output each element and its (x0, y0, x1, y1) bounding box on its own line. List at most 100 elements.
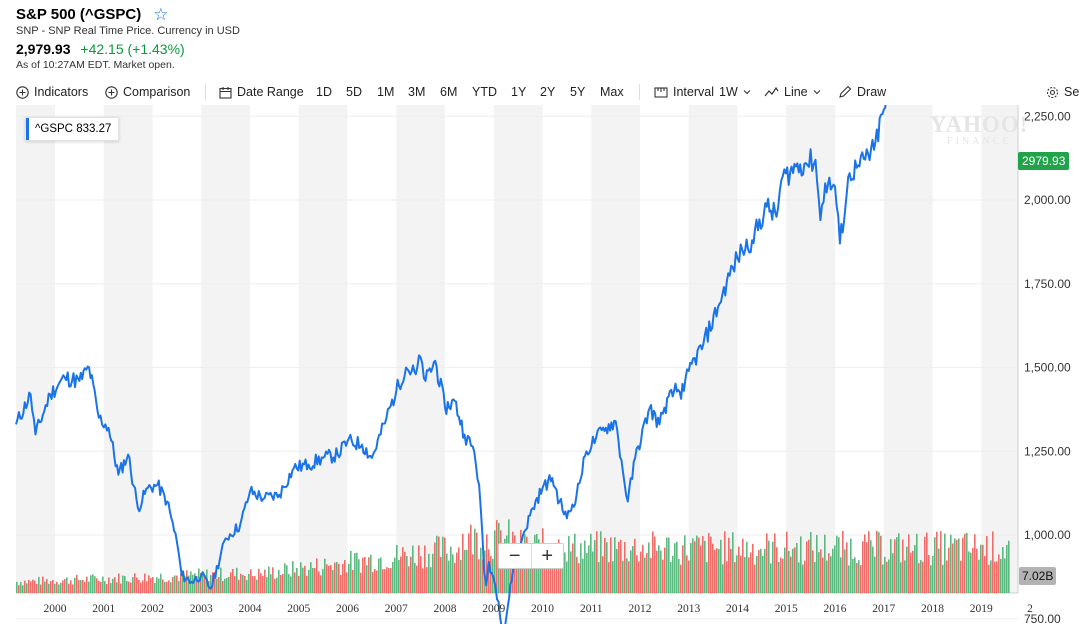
volume-bar (366, 565, 368, 593)
comparison-button[interactable]: Comparison (105, 81, 190, 103)
quote-source: SNP - SNP Real Time Price. Currency in U… (16, 25, 240, 37)
volume-bar (482, 559, 484, 593)
volume-bar (934, 537, 936, 593)
volume-bar (750, 552, 752, 593)
range-2y[interactable]: 2Y (540, 85, 556, 99)
volume-bar (112, 578, 114, 593)
volume-bar (450, 546, 452, 593)
volume-bar (378, 558, 380, 593)
volume-bar (48, 583, 50, 593)
range-6m[interactable]: 6M (440, 85, 458, 99)
volume-bar (956, 539, 958, 593)
volume-bar (1004, 558, 1006, 593)
volume-bar (670, 562, 672, 593)
volume-bar (334, 562, 336, 593)
x-tick-label: 2006 (336, 603, 359, 615)
volume-bar (576, 556, 578, 593)
zoom-out-button[interactable]: − (499, 544, 532, 568)
x-tick-label: 2018 (921, 603, 944, 615)
volume-bar (284, 563, 286, 593)
volume-bar (994, 561, 996, 593)
volume-bar (978, 559, 980, 593)
volume-bar (24, 580, 26, 593)
range-max[interactable]: Max (600, 85, 624, 99)
range-ytd[interactable]: YTD (472, 85, 497, 99)
volume-bar (882, 564, 884, 593)
volume-bar (942, 564, 944, 593)
volume-bar (982, 544, 984, 593)
draw-button[interactable]: Draw (838, 81, 886, 103)
volume-bar (604, 537, 606, 593)
x-tick-label: 2016 (824, 603, 847, 615)
volume-bar (898, 533, 900, 593)
volume-bar (42, 576, 44, 593)
interval-value: 1W (719, 85, 738, 99)
volume-bar (616, 549, 618, 593)
y-tick-label: 2,000.00 (1024, 193, 1071, 207)
quote-timestamp: As of 10:27AM EDT. Market open. (16, 59, 175, 71)
volume-bar (364, 556, 366, 593)
range-1m[interactable]: 1M (377, 85, 395, 99)
volume-bar (944, 533, 946, 593)
volume-bar (660, 550, 662, 593)
volume-bar (754, 564, 756, 593)
volume-bar (722, 564, 724, 593)
volume-bar (280, 574, 282, 593)
volume-bar (324, 558, 326, 593)
volume-bar (266, 577, 268, 593)
year-band (298, 105, 348, 593)
interval-button[interactable]: Interval 1W (654, 81, 751, 103)
indicators-button[interactable]: Indicators (16, 81, 88, 103)
volume-bar (260, 573, 262, 593)
volume-bar (716, 548, 718, 593)
volume-bar (990, 560, 992, 593)
volume-bar (652, 531, 654, 593)
volume-bar (516, 550, 518, 593)
volume-bar (254, 576, 256, 593)
volume-bar (818, 552, 820, 593)
volume-bar (204, 574, 206, 593)
volume-bar (886, 561, 888, 593)
volume-bar (404, 551, 406, 593)
volume-bar (570, 551, 572, 593)
volume-bar (466, 549, 468, 593)
volume-bar (1002, 547, 1004, 593)
line-chart-icon (764, 86, 779, 97)
range-1y[interactable]: 1Y (511, 85, 527, 99)
volume-bar (574, 533, 576, 593)
volume-bar (18, 585, 20, 593)
gear-icon (1046, 86, 1059, 98)
settings-button[interactable]: Se (1046, 81, 1079, 103)
volume-bar (422, 568, 424, 593)
volume-bar (326, 564, 328, 593)
range-1d[interactable]: 1D (316, 85, 332, 99)
volume-bar (144, 573, 146, 593)
volume-bar (594, 540, 596, 593)
x-axis: 2000 2001 2002 2003 2004 2005 2006 2007 2008 2009… (44, 603, 1034, 615)
volume-bar (166, 581, 168, 593)
volume-bar (470, 524, 472, 593)
price-chart[interactable]: 750.00 1,000.00 1,250.00 1,500.00 1,750.00 2,… (0, 105, 1080, 624)
volume-bar (454, 562, 456, 593)
range-3m[interactable]: 3M (408, 85, 426, 99)
star-icon[interactable]: ☆ (153, 5, 169, 24)
volume-bar (160, 573, 162, 593)
chart-type-button[interactable]: Line (764, 81, 821, 103)
volume-bar (838, 537, 840, 593)
volume-bar (918, 563, 920, 593)
volume-bar (664, 547, 666, 593)
volume-bar (1006, 544, 1008, 593)
range-5y[interactable]: 5Y (570, 85, 586, 99)
zoom-in-button[interactable]: + (541, 545, 554, 567)
date-range-button[interactable]: Date Range (219, 81, 304, 103)
volume-bar (314, 567, 316, 593)
volume-bar (316, 558, 318, 593)
y-tick-label: 750.00 (1024, 612, 1061, 624)
volume-bar (776, 547, 778, 593)
volume-bar (740, 555, 742, 593)
chart-type-label: Line (784, 85, 808, 99)
range-5d[interactable]: 5D (346, 85, 362, 99)
volume-bar (274, 578, 276, 593)
series-color-swatch (26, 118, 29, 140)
volume-bar (856, 563, 858, 593)
